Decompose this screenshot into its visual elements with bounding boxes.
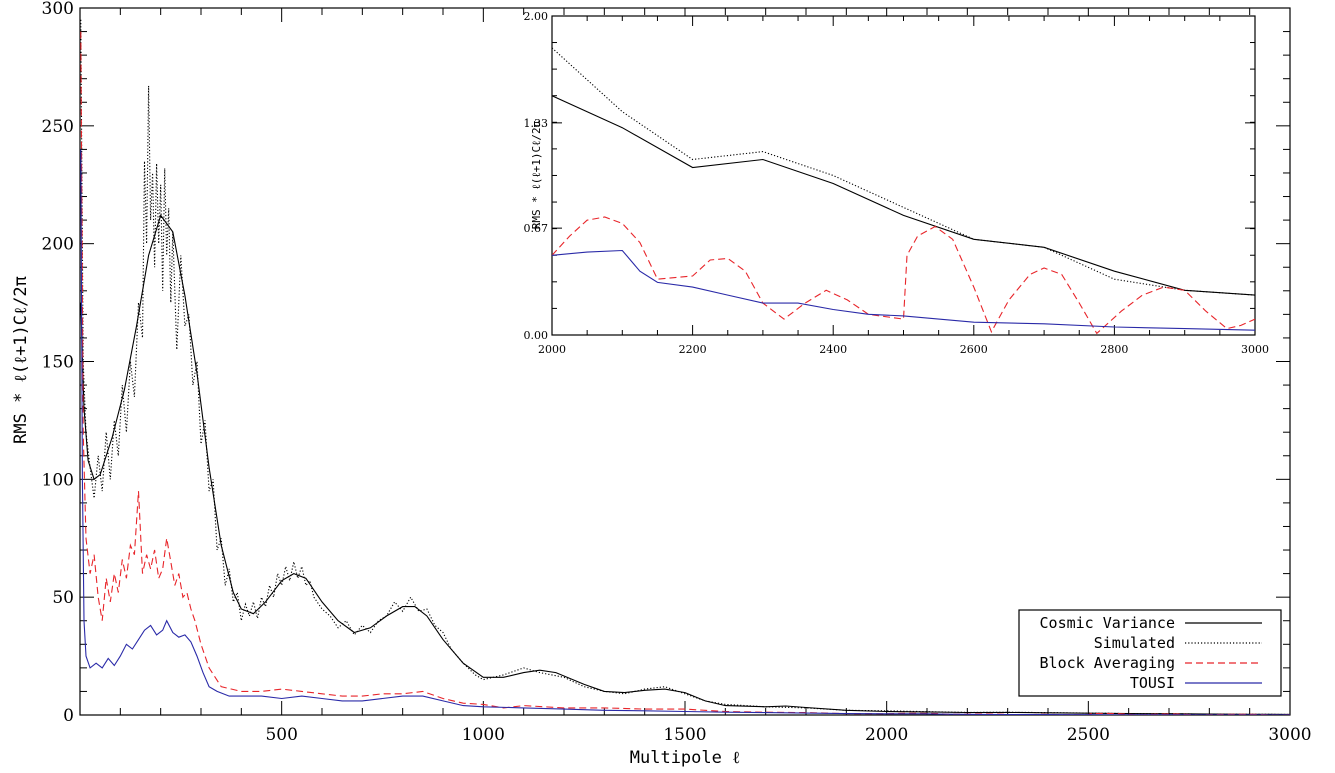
y-tick-label: 250 [42,117,74,137]
x-tick-label: 2500 [1067,725,1110,745]
legend-label: Block Averaging [1040,654,1175,672]
inset-y-tick-label: 1.33 [524,117,549,130]
inset-background [552,16,1255,335]
y-tick-label: 150 [42,353,74,373]
inset-x-tick-label: 2600 [960,343,988,356]
inset-ticks: 2000 2200 2400 2600 2800 3000 0.00 0.67 1.33 2.00 [524,10,1270,356]
inset-x-tick-label: 2800 [1100,343,1128,356]
series-line-tousi [80,149,1290,715]
legend-label: Cosmic Variance [1040,614,1175,632]
inset-y-axis-label: RMS * ℓ(ℓ+1)Cℓ/2π [530,120,543,229]
inset-series-line-tousi [552,249,1255,331]
x-tick-label: 2000 [865,725,908,745]
legend-label: Simulated [1094,634,1175,652]
inset-y-tick-label: 0.00 [524,329,549,342]
legend-label: TOUSI [1130,674,1175,692]
inset-x-tick-label: 3000 [1241,343,1269,356]
y-tick-label: 300 [42,0,74,19]
y-axis-label: RMS * ℓ(ℓ+1)Cℓ/2π [11,276,31,444]
y-tick-label: 200 [42,235,74,255]
series-line-block-averaging [80,31,1290,715]
inset-x-tick-label: 2000 [538,343,566,356]
inset-x-tick-label: 2200 [679,343,707,356]
series-line-cosmic-variance [80,214,1290,715]
y-tick-label: 0 [63,706,74,726]
inset-series-line-cosmic-variance [552,95,1255,296]
inset-y-tick-label: 2.00 [524,10,549,23]
main-series [80,19,1290,715]
inset-series-line-block-averaging [552,216,1255,335]
x-tick-label: 3000 [1268,725,1311,745]
legend: Cosmic Variance Simulated Block Averaging T… [1018,609,1282,697]
inset-series [552,47,1255,335]
x-tick-label: 500 [265,725,297,745]
x-tick-label: 1000 [462,725,505,745]
x-axis-label: Multipole ℓ [630,748,741,768]
inset-y-tick-label: 0.67 [524,222,549,235]
y-tick-label: 100 [42,470,74,490]
legend-box [1018,609,1282,697]
inset-x-tick-label: 2400 [819,343,847,356]
y-tick-label: 50 [52,588,74,608]
x-tick-label: 1500 [663,725,706,745]
